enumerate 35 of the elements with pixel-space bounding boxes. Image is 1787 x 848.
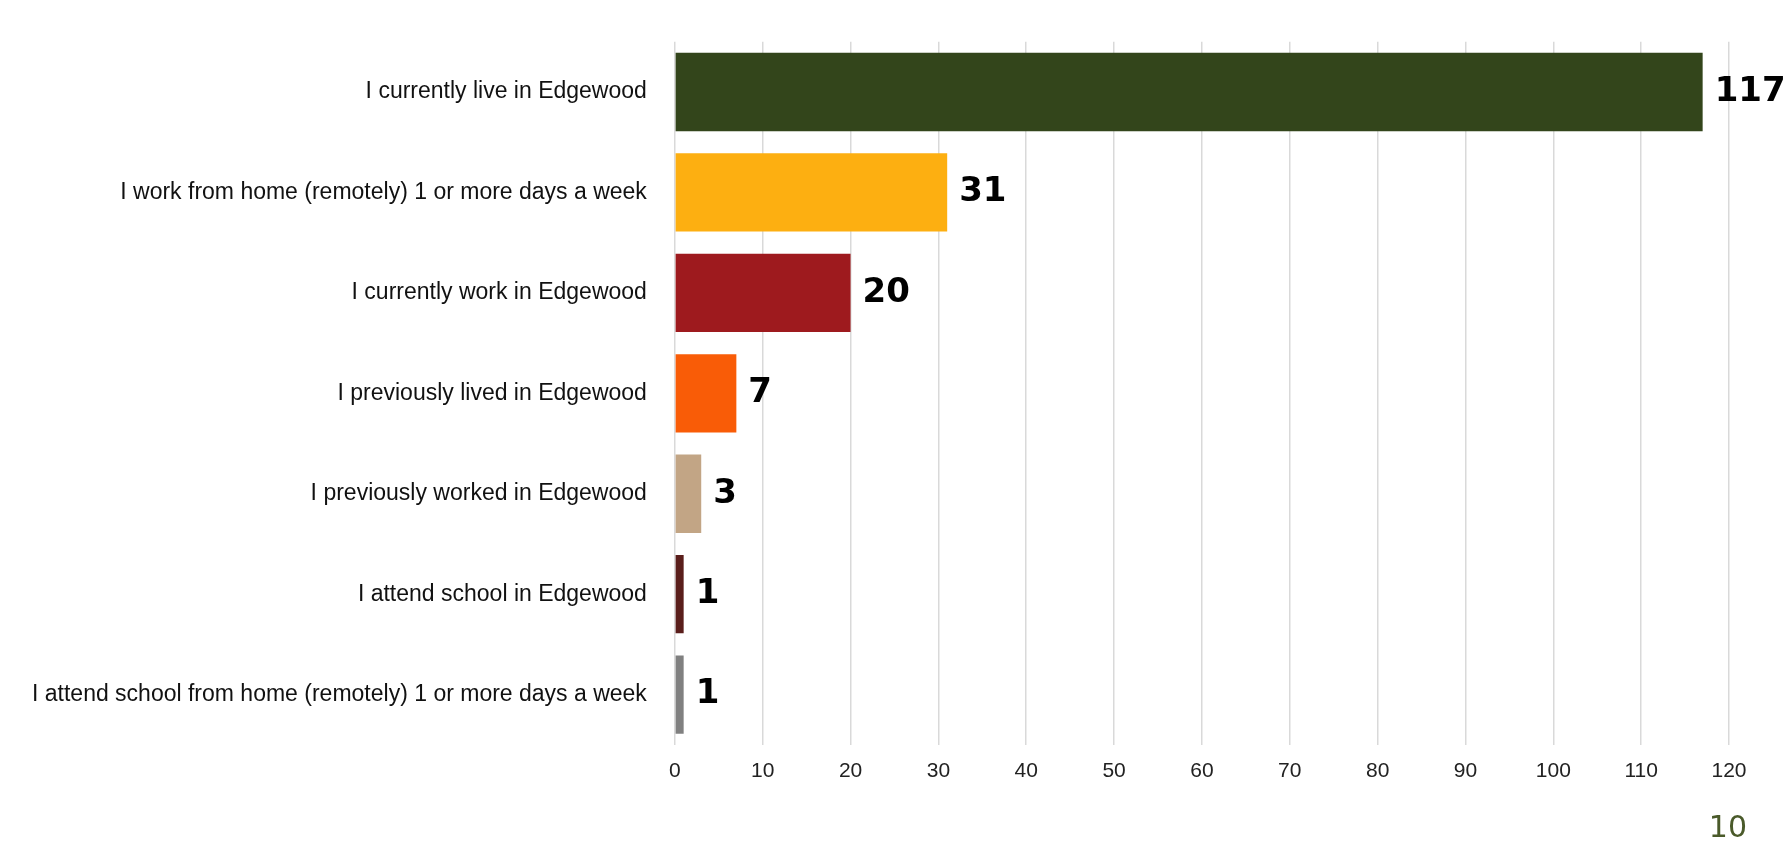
x-tick-label: 120 — [1711, 758, 1747, 782]
data-label: 1 — [695, 570, 720, 611]
text: 10 — [1708, 808, 1747, 844]
x-tick-label: 40 — [1014, 758, 1038, 782]
x-tick-label: 0 — [669, 758, 681, 782]
y-tick-label: I currently work in Edgewood — [351, 278, 647, 305]
x-tick-label: 100 — [1535, 758, 1571, 782]
y-tick-label: I previously worked in Edgewood — [310, 479, 647, 506]
x-tick-label: 20 — [838, 758, 863, 782]
x-tick-label: 70 — [1278, 758, 1302, 782]
x-tick-label: 60 — [1190, 758, 1214, 782]
bar — [675, 454, 702, 533]
y-tick-label: I attend school in Edgewood — [357, 579, 647, 606]
y-tick-label: I work from home (remotely) 1 or more days a week — [120, 177, 648, 204]
y-tick-label: I attend school from home (remotely) 1 or more days a week — [31, 679, 648, 706]
bar — [675, 52, 1703, 132]
data-label: 1 — [695, 671, 720, 712]
data-label: 3 — [713, 470, 737, 511]
bar — [675, 655, 684, 734]
y-tick-label: I previously lived in Edgewood — [337, 378, 647, 405]
bar — [675, 153, 948, 232]
data-label: 7 — [748, 370, 773, 411]
x-tick-label: 10 — [751, 758, 775, 782]
x-tick-label: 110 — [1624, 758, 1658, 782]
data-label: 117 — [1714, 68, 1786, 109]
bar — [675, 554, 684, 634]
data-label: 20 — [862, 269, 910, 310]
x-tick-label: 30 — [926, 758, 951, 782]
x-tick-label: 90 — [1453, 758, 1478, 782]
x-tick-label: 50 — [1102, 758, 1126, 782]
data-label: 31 — [959, 169, 1007, 210]
x-tick-label: 80 — [1365, 758, 1390, 782]
y-tick-label: I currently live in Edgewood — [365, 77, 647, 104]
bar — [675, 253, 851, 333]
bar — [675, 354, 737, 433]
